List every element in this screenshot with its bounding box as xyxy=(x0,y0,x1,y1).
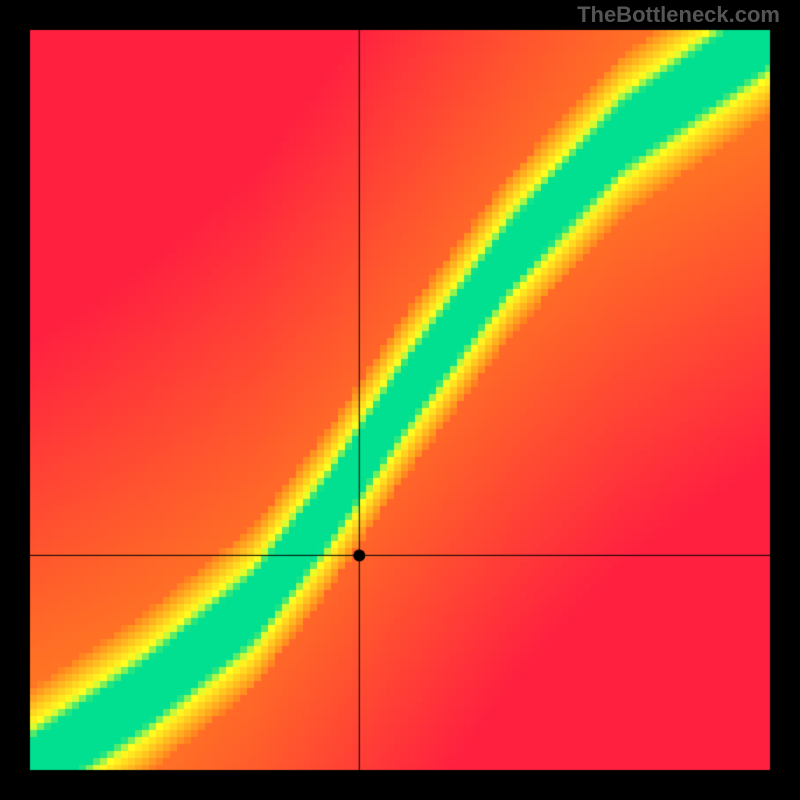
bottleneck-heatmap xyxy=(0,0,800,800)
watermark-text: TheBottleneck.com xyxy=(577,2,780,28)
chart-container: TheBottleneck.com xyxy=(0,0,800,800)
